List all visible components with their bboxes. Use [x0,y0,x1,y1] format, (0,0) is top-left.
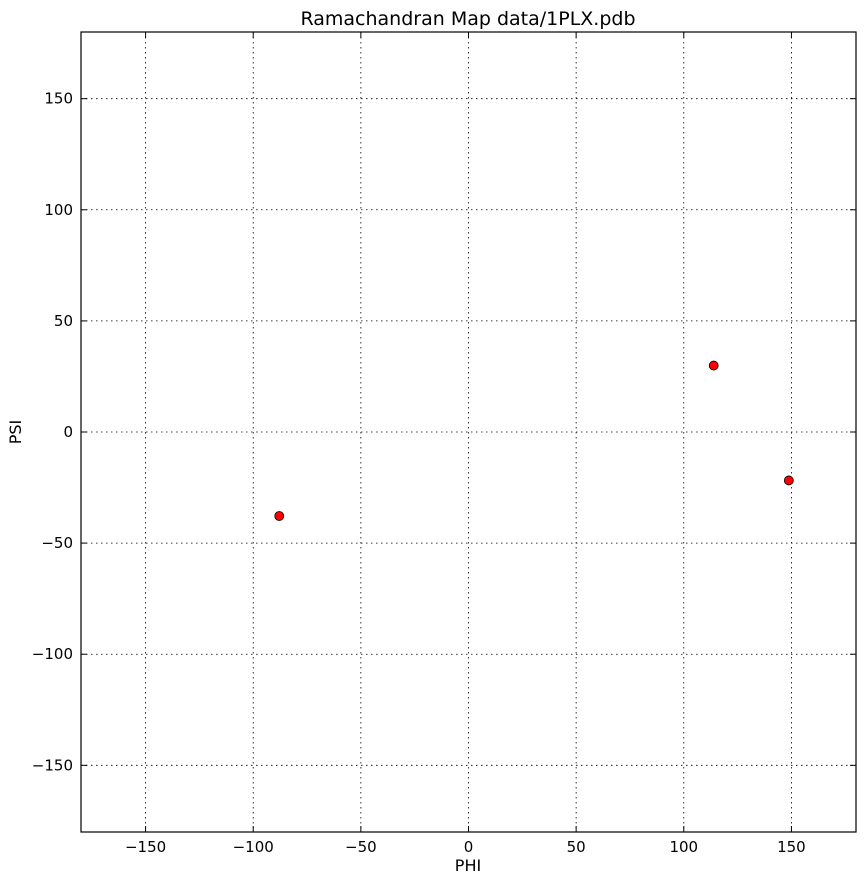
x-tick-label: 100 [669,838,698,856]
x-axis-label: PHI [455,856,481,875]
data-point [783,475,794,486]
data-point [708,360,719,371]
y-tick-label: −100 [32,645,73,663]
x-tick-label: −100 [233,838,274,856]
y-tick-label: −50 [41,534,73,552]
plot-frame [80,31,857,833]
data-points [274,360,794,521]
x-tick-label: 50 [567,838,586,856]
chart-title: Ramachandran Map data/1PLX.pdb [300,8,635,30]
x-tick-label: −50 [345,838,377,856]
y-tick-label: 50 [54,312,73,330]
y-tick-label: 100 [44,201,73,219]
y-axis-label: PSI [6,420,25,445]
data-point [274,511,285,521]
axis-ticks [81,32,856,832]
x-tick-label: 150 [777,838,806,856]
x-tick-label: 0 [464,838,474,856]
y-tick-label: −150 [32,756,73,774]
y-tick-label: 150 [44,90,73,108]
grid-lines [81,32,856,832]
y-tick-label: 0 [63,423,73,441]
tick-labels: −150 −100 −50 0 50 100 150 −150 −100 −50 0 50 100 150 [32,90,806,856]
x-tick-label: −150 [125,838,166,856]
